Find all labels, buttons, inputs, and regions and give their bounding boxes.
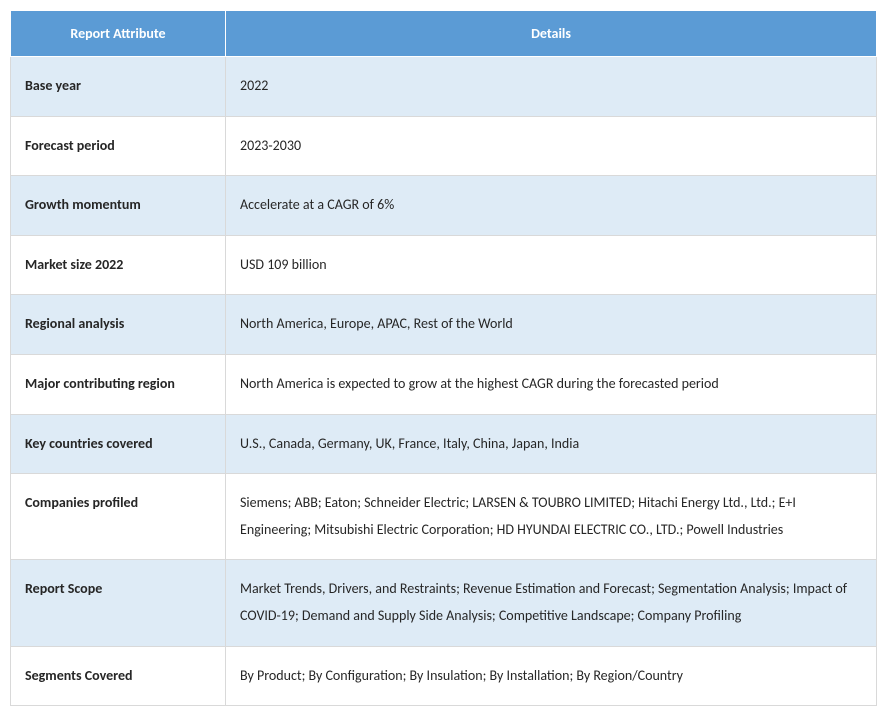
table-row: Market size 2022 USD 109 billion — [11, 235, 877, 295]
row-detail: 2023-2030 — [226, 116, 877, 176]
row-attr: Forecast period — [11, 116, 226, 176]
row-detail: U.S., Canada, Germany, UK, France, Italy… — [226, 414, 877, 474]
row-attr: Market size 2022 — [11, 235, 226, 295]
row-detail: Market Trends, Drivers, and Restraints; … — [226, 560, 877, 646]
row-attr: Segments Covered — [11, 646, 226, 706]
row-detail: Accelerate at a CAGR of 6% — [226, 176, 877, 236]
row-attr: Report Scope — [11, 560, 226, 646]
col-header-details: Details — [226, 11, 877, 57]
table-row: Growth momentum Accelerate at a CAGR of … — [11, 176, 877, 236]
table-row: Companies profiled Siemens; ABB; Eaton; … — [11, 474, 877, 560]
table-row: Segments Covered By Product; By Configur… — [11, 646, 877, 706]
table-row: Forecast period 2023-2030 — [11, 116, 877, 176]
row-detail: 2022 — [226, 57, 877, 117]
row-detail: USD 109 billion — [226, 235, 877, 295]
table-header-row: Report Attribute Details — [11, 11, 877, 57]
table-row: Major contributing region North America … — [11, 354, 877, 414]
table-row: Regional analysis North America, Europe,… — [11, 295, 877, 355]
row-detail: By Product; By Configuration; By Insulat… — [226, 646, 877, 706]
row-attr: Regional analysis — [11, 295, 226, 355]
table-row: Base year 2022 — [11, 57, 877, 117]
row-attr: Companies profiled — [11, 474, 226, 560]
table-row: Report Scope Market Trends, Drivers, and… — [11, 560, 877, 646]
row-attr: Base year — [11, 57, 226, 117]
row-detail: North America, Europe, APAC, Rest of the… — [226, 295, 877, 355]
row-detail: North America is expected to grow at the… — [226, 354, 877, 414]
report-attribute-table: Report Attribute Details Base year 2022 … — [10, 10, 877, 706]
row-attr: Major contributing region — [11, 354, 226, 414]
row-attr: Key countries covered — [11, 414, 226, 474]
row-attr: Growth momentum — [11, 176, 226, 236]
row-detail: Siemens; ABB; Eaton; Schneider Electric;… — [226, 474, 877, 560]
col-header-attribute: Report Attribute — [11, 11, 226, 57]
table-row: Key countries covered U.S., Canada, Germ… — [11, 414, 877, 474]
